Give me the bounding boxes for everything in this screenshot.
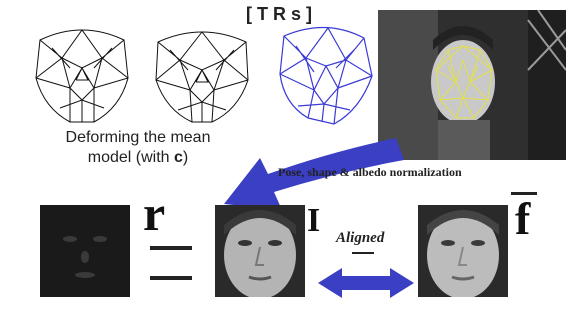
caption-symbol-c: c [174,149,183,166]
deforming-caption: Deforming the mean model (with c) [58,128,218,168]
caption-line-2-prefix: model (with [87,149,174,166]
input-photo-with-landmarks [378,10,566,160]
residual-symbol: r [143,185,166,241]
trs-title: [TRs] [246,4,317,24]
caption-line-2-suffix: ) [182,149,189,166]
caption-line-2: model (with c) [58,148,218,168]
caption-line-1: Deforming the mean [65,129,211,146]
mean-bar [511,192,537,195]
aligned-label: Aligned [336,230,385,246]
normalization-arrow [224,138,404,210]
mean-face-mesh [35,29,129,123]
mean-face-symbol: f [515,193,531,244]
minus-sign [352,252,374,254]
deformed-face-mesh [155,31,249,123]
aligned-face-image [215,205,305,299]
mean-face-image [418,205,508,299]
double-headed-arrow [318,268,414,298]
residual-image [40,205,130,297]
fitted-face-mesh-blue [279,26,373,125]
aligned-image-symbol: I [307,202,321,239]
normalization-label: Pose, shape & albedo normalization [278,165,462,179]
equals-sign [150,246,192,280]
